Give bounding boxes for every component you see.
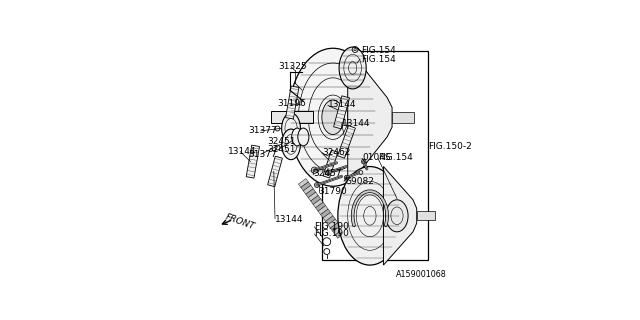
Ellipse shape: [322, 100, 344, 134]
Circle shape: [344, 175, 349, 180]
Text: 0104S: 0104S: [362, 153, 390, 163]
Polygon shape: [313, 199, 323, 208]
Polygon shape: [301, 182, 311, 191]
Polygon shape: [321, 209, 330, 218]
Polygon shape: [330, 223, 340, 231]
Text: 13144: 13144: [275, 215, 303, 224]
Text: 32451: 32451: [268, 137, 296, 146]
Polygon shape: [392, 112, 414, 123]
Text: 13144: 13144: [228, 147, 256, 156]
Polygon shape: [271, 111, 313, 124]
Circle shape: [311, 167, 317, 173]
Text: FIG.154: FIG.154: [378, 153, 413, 163]
Text: FIG.190: FIG.190: [314, 229, 349, 238]
Circle shape: [314, 182, 319, 188]
Polygon shape: [246, 145, 259, 178]
Bar: [322, 51, 428, 260]
Polygon shape: [335, 229, 346, 238]
Polygon shape: [328, 219, 338, 228]
Ellipse shape: [282, 113, 300, 144]
Text: G9082: G9082: [344, 177, 374, 186]
Ellipse shape: [292, 128, 303, 146]
Circle shape: [326, 170, 330, 175]
Polygon shape: [285, 86, 299, 119]
Circle shape: [362, 159, 366, 164]
Polygon shape: [318, 206, 328, 214]
Polygon shape: [365, 228, 374, 233]
Polygon shape: [365, 221, 374, 225]
Polygon shape: [348, 48, 392, 186]
Text: 32457: 32457: [313, 169, 342, 179]
Text: 31377: 31377: [248, 126, 276, 135]
Polygon shape: [417, 212, 435, 220]
Polygon shape: [383, 166, 417, 265]
Polygon shape: [364, 213, 374, 217]
Text: 32462: 32462: [322, 148, 350, 157]
Polygon shape: [268, 156, 282, 187]
Text: 31377: 31377: [248, 150, 276, 159]
Polygon shape: [333, 96, 349, 129]
Text: 13144: 13144: [342, 119, 370, 128]
Polygon shape: [364, 209, 374, 213]
Polygon shape: [365, 233, 374, 237]
Polygon shape: [303, 185, 314, 194]
Text: FIG.190: FIG.190: [314, 222, 349, 231]
Text: 31790: 31790: [319, 187, 348, 196]
Text: FRONT: FRONT: [224, 212, 256, 231]
Polygon shape: [316, 202, 326, 211]
Ellipse shape: [339, 47, 366, 89]
Polygon shape: [298, 179, 308, 188]
Polygon shape: [364, 193, 373, 197]
Text: FIG.154: FIG.154: [361, 55, 396, 64]
Polygon shape: [308, 192, 318, 201]
Ellipse shape: [282, 129, 300, 160]
Polygon shape: [363, 185, 372, 189]
Text: 31325: 31325: [279, 62, 307, 71]
Text: 32451: 32451: [268, 145, 296, 154]
Polygon shape: [364, 201, 373, 205]
Polygon shape: [326, 216, 335, 225]
Ellipse shape: [386, 200, 408, 232]
Text: 13144: 13144: [328, 100, 356, 109]
Text: A159001068: A159001068: [396, 270, 446, 279]
Polygon shape: [310, 196, 321, 204]
Polygon shape: [365, 225, 374, 229]
Ellipse shape: [298, 128, 309, 146]
Text: 31196: 31196: [278, 99, 306, 108]
Polygon shape: [363, 189, 372, 193]
Polygon shape: [333, 226, 343, 235]
Polygon shape: [323, 212, 333, 221]
Polygon shape: [363, 181, 372, 186]
Text: FIG.154: FIG.154: [361, 46, 396, 55]
Polygon shape: [337, 125, 355, 158]
Polygon shape: [364, 197, 373, 201]
Polygon shape: [323, 150, 338, 178]
Text: FIG.150-2: FIG.150-2: [429, 142, 472, 151]
Polygon shape: [364, 217, 374, 221]
Ellipse shape: [289, 48, 378, 186]
Polygon shape: [306, 189, 316, 198]
Polygon shape: [364, 205, 373, 209]
Ellipse shape: [338, 166, 402, 265]
